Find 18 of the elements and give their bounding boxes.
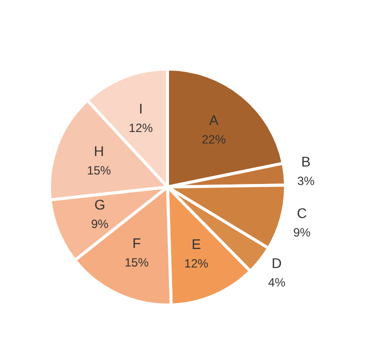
slice-label: G [94, 196, 106, 213]
data-label: 9% [293, 226, 311, 240]
slice-label: H [94, 143, 104, 160]
slice-label: C [296, 205, 307, 222]
data-label: 9% [91, 217, 109, 232]
data-label: 12% [128, 121, 154, 136]
slice-label: E [192, 236, 201, 252]
data-label: 3% [297, 174, 315, 188]
slice-label: D [272, 255, 282, 272]
slice-label: I [138, 100, 143, 117]
data-label: 12% [184, 256, 209, 271]
data-label: 15% [86, 164, 112, 178]
slice-label: B [301, 154, 311, 170]
data-label: 4% [268, 276, 286, 290]
slice-label: F [132, 235, 141, 252]
slice-label: A [209, 112, 220, 128]
data-label: 15% [124, 256, 149, 270]
data-label: 22% [202, 132, 226, 147]
